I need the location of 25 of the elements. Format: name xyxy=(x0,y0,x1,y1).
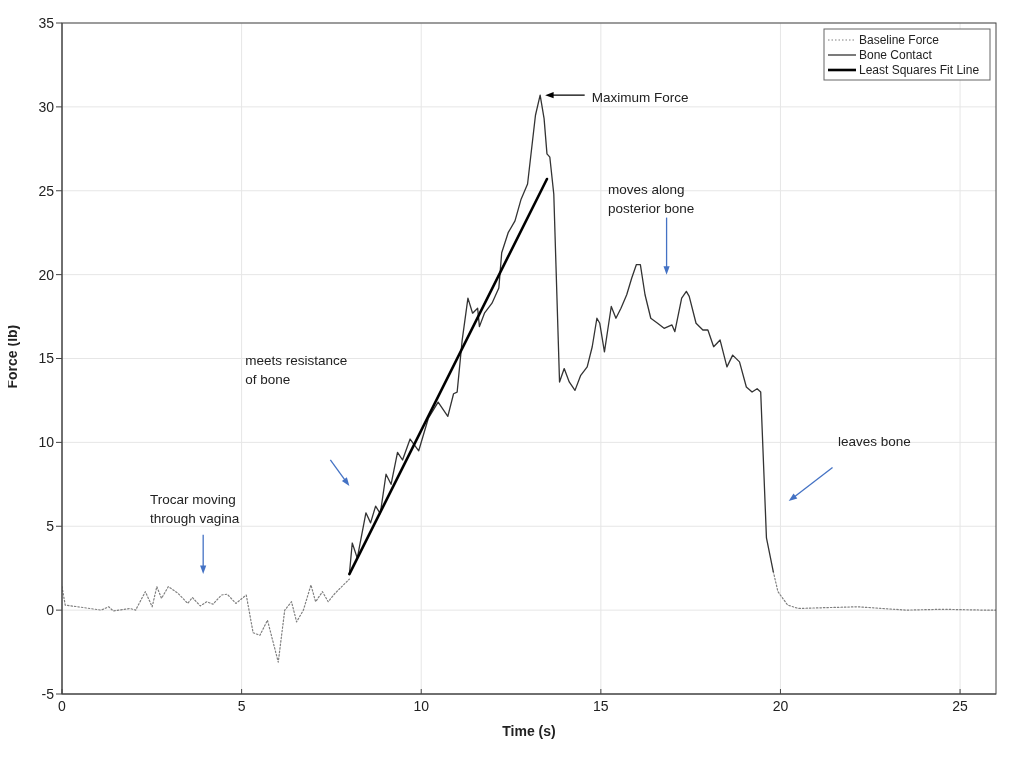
legend-label: Baseline Force xyxy=(859,33,940,47)
y-tick-label: 10 xyxy=(38,434,55,451)
y-tick-label: 15 xyxy=(38,350,55,367)
y-tick-label: 0 xyxy=(46,602,55,619)
annotation: leaves bone xyxy=(837,433,911,449)
annotation: meets resistance of bone xyxy=(245,353,348,388)
y-tick-label: 35 xyxy=(38,14,55,31)
annotation: Trocar moving through vagina xyxy=(150,492,240,527)
y-tick-label: 25 xyxy=(38,182,55,199)
x-tick-label: 5 xyxy=(237,697,246,714)
y-tick-label: -5 xyxy=(41,685,55,702)
legend-label: Bone Contact xyxy=(859,48,933,62)
x-axis-title: Time (s) xyxy=(502,723,556,739)
legend-label: Least Squares Fit Line xyxy=(859,63,980,77)
annotation: Maximum Force xyxy=(591,89,689,105)
x-tick-label: 0 xyxy=(58,697,67,714)
y-tick-label: 5 xyxy=(46,518,55,535)
line-series xyxy=(348,94,774,575)
x-tick-label: 10 xyxy=(413,697,430,714)
y-tick-label: 20 xyxy=(38,266,55,283)
y-tick-label: 30 xyxy=(38,98,55,115)
x-tick-label: 15 xyxy=(593,697,609,714)
annotation: moves along posterior bone xyxy=(608,182,695,217)
x-tick-label: 20 xyxy=(772,697,789,714)
x-tick-label: 25 xyxy=(952,697,969,714)
